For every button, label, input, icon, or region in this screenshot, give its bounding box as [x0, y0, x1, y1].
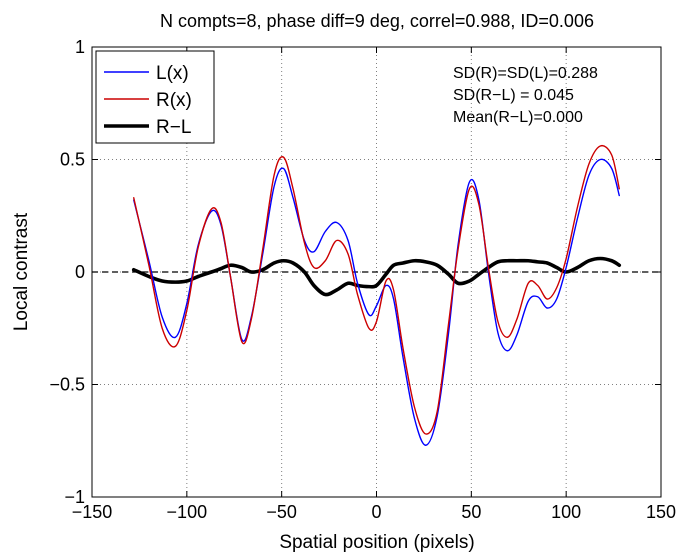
x-axis-label: Spatial position (pixels)	[279, 532, 474, 552]
stats-annotation: SD(R)=SD(L)=0.288	[453, 65, 598, 82]
x-tick-label: 100	[551, 502, 581, 522]
stats-annotation: SD(R−L) = 0.045	[453, 87, 574, 104]
y-axis-label: Local contrast	[11, 212, 32, 331]
stats-annotation: Mean(R−L)=0.000	[453, 109, 583, 126]
x-tick-label: −150	[72, 502, 113, 522]
legend-label: R−L	[156, 117, 191, 138]
y-tick-label: 1	[75, 37, 85, 57]
y-tick-label: −0.5	[49, 375, 85, 395]
x-tick-label: 50	[461, 502, 481, 522]
data-series	[91, 46, 662, 498]
x-tick-label: 0	[371, 502, 381, 522]
y-tick-label: 0	[75, 262, 85, 282]
legend-label: L(x)	[156, 63, 189, 84]
legend-label: R(x)	[156, 90, 192, 111]
chart-title: N compts=8, phase diff=9 deg, correl=0.9…	[160, 11, 594, 31]
legend-box	[95, 50, 215, 144]
x-tick-label: −100	[167, 502, 208, 522]
legend: L(x) R(x) R−L	[95, 50, 215, 144]
plot-frame	[91, 46, 662, 498]
x-tick-label: −50	[266, 502, 297, 522]
y-tick-label: −1	[64, 487, 85, 507]
series-line-difference	[131, 256, 622, 297]
series-line-right	[133, 144, 620, 435]
axis-ticks: −150 −100 −50 0 50 100 150 −1 −0.5 0 0.5 1	[49, 37, 676, 522]
x-tick-label: 150	[646, 502, 676, 522]
annotations: SD(R)=SD(L)=0.288 SD(R−L) = 0.045 Mean(R−L…	[453, 65, 598, 126]
y-tick-label: 0.5	[60, 150, 85, 170]
